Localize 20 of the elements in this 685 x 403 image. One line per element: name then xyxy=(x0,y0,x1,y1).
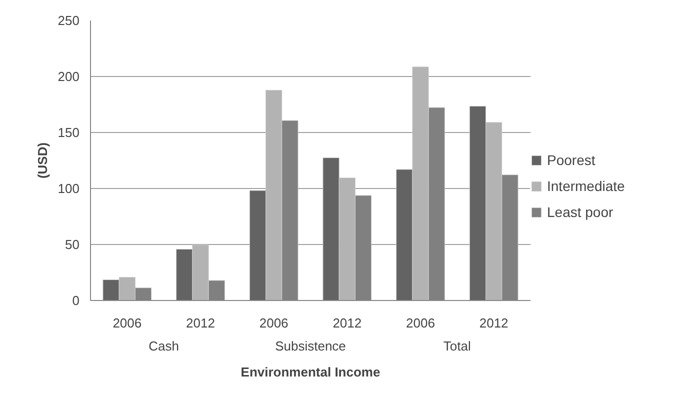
y-axis-title: (USD) xyxy=(34,142,50,179)
x-tick-label: 2006 xyxy=(112,316,142,330)
legend-label: Poorest xyxy=(547,152,596,168)
y-tick-label: 150 xyxy=(58,125,80,140)
y-tick-label: 50 xyxy=(65,237,80,252)
y-tick-label: 250 xyxy=(58,13,80,28)
x-tick-label: 2012 xyxy=(479,316,508,330)
x-tick-label: 2012 xyxy=(186,316,215,330)
y-tick-label: 200 xyxy=(58,69,80,84)
text: Total xyxy=(443,338,472,354)
legend-label: Intermediate xyxy=(547,178,625,194)
x-axis-title: Environmental Income xyxy=(240,364,380,380)
text: Cash xyxy=(148,338,180,354)
x-tick-label: 2006 xyxy=(259,316,288,330)
y-tick-label: 0 xyxy=(72,293,80,308)
x-tick-label: 2006 xyxy=(406,316,435,330)
y-tick-label: 100 xyxy=(58,181,80,196)
text: Subsistence xyxy=(275,338,346,354)
legend-label: Least poor xyxy=(547,204,614,220)
x-tick-label: 2012 xyxy=(332,316,362,330)
